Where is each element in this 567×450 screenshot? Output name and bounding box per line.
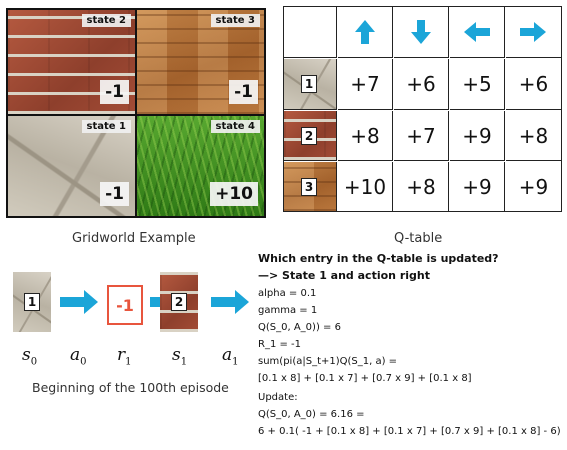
symbol-s0: s0 (22, 345, 37, 367)
episode-state-s1: 2 (160, 272, 198, 332)
q-cell: +8 (394, 162, 449, 211)
q-table-row-state-2: 2 (284, 111, 337, 161)
update-line: alpha = 0.1 (258, 288, 317, 299)
q-cell: +6 (506, 59, 561, 110)
arrow-down-icon (411, 20, 431, 44)
q-cell: +7 (394, 111, 449, 161)
update-question: Which entry in the Q-table is updated? (258, 252, 499, 265)
gridworld-caption: Gridworld Example (72, 231, 196, 246)
symbol-a0: a0 (70, 345, 87, 367)
symbol-subscript: 1 (125, 356, 132, 368)
q-cell: +6 (394, 59, 449, 110)
q-table-header-up (338, 7, 393, 58)
symbol-letter: r (117, 345, 126, 365)
q-cell: +9 (450, 111, 505, 161)
gridworld: state 2 -1 state 3 -1 state 1 -1 state 4… (6, 8, 266, 218)
row-state-label: 3 (301, 178, 317, 196)
reward-box: -1 (107, 285, 143, 325)
state-label: state 4 (210, 120, 260, 133)
update-line: Q(S_0, A_0)) = 6 (258, 322, 341, 333)
symbol-letter: a (222, 345, 233, 365)
q-cell: +8 (338, 111, 393, 161)
q-table-row-state-1: 1 (284, 59, 337, 110)
q-table-corner (284, 7, 337, 58)
update-line: 6 + 0.1( -1 + [0.1 x 8] + [0.1 x 7] + [0… (258, 426, 561, 437)
arrow-right-icon (520, 22, 546, 42)
q-table-header-left (450, 7, 505, 58)
symbol-letter: a (70, 345, 81, 365)
gridworld-cell-state-1: state 1 -1 (8, 116, 135, 216)
arrow-right-icon (211, 290, 249, 314)
episode-state-label: 2 (171, 293, 187, 311)
symbol-subscript: 1 (232, 356, 239, 368)
gridworld-cell-state-2: state 2 -1 (8, 10, 135, 114)
q-cell: +10 (338, 162, 393, 211)
state-label: state 3 (210, 14, 260, 27)
symbol-subscript: 1 (180, 356, 188, 368)
q-cell: +7 (338, 59, 393, 110)
symbol-a1: a1 (222, 345, 239, 367)
q-table-header-right (506, 7, 561, 58)
symbol-letter: s (22, 345, 31, 365)
update-line: gamma = 1 (258, 305, 318, 316)
q-cell: +9 (518, 174, 549, 199)
symbol-s1: s1 (172, 345, 187, 367)
symbol-subscript: 0 (80, 356, 87, 368)
state-label: state 2 (81, 14, 131, 27)
reward-value: -1 (116, 295, 134, 315)
gridworld-cell-state-4: state 4 +10 (137, 116, 264, 216)
arrow-right-icon (60, 290, 98, 314)
row-state-label: 1 (301, 75, 317, 93)
row-state-label: 2 (301, 127, 317, 145)
episode-caption: Beginning of the 100th episode (32, 380, 229, 395)
update-line: Q(S_0, A_0) = 6.16 = (258, 409, 365, 420)
state-label: state 1 (81, 120, 131, 133)
update-line: sum(pi(a|S_t+1)Q(S_1, a) = (258, 356, 398, 367)
q-table-caption: Q-table (394, 231, 443, 246)
q-table-row-state-3: 3 (284, 162, 337, 211)
q-table-header-down (394, 7, 449, 58)
episode-state-s0: 1 (13, 272, 51, 332)
q-cell: +8 (506, 111, 561, 161)
state-reward: -1 (229, 80, 258, 104)
state-reward: -1 (100, 182, 129, 206)
arrow-left-icon (464, 22, 490, 42)
q-cell: +5 (450, 59, 505, 110)
symbol-r1: r1 (117, 345, 132, 367)
arrow-up-icon (355, 20, 375, 44)
state-reward: +10 (210, 182, 258, 206)
gridworld-cell-state-3: state 3 -1 (137, 10, 264, 114)
state-reward: -1 (100, 80, 129, 104)
q-table: 1 +7 +6 +5 +6 2 +8 +7 +9 +8 3 +10 +8 +9 … (283, 6, 562, 212)
q-cell: +9 (450, 162, 505, 211)
episode-state-label: 1 (24, 293, 40, 311)
symbol-subscript: 0 (30, 356, 38, 368)
update-line: R_1 = -1 (258, 339, 302, 350)
symbol-letter: s (172, 345, 181, 365)
update-line: [0.1 x 8] + [0.1 x 7] + [0.7 x 9] + [0.1… (258, 373, 472, 384)
update-line: Update: (258, 392, 298, 403)
update-answer: —> State 1 and action right (258, 269, 430, 282)
